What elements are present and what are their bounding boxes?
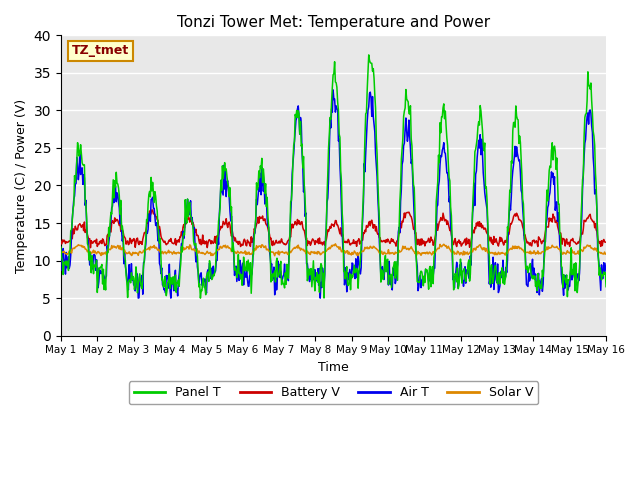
Y-axis label: Temperature (C) / Power (V): Temperature (C) / Power (V)	[15, 98, 28, 273]
X-axis label: Time: Time	[318, 361, 349, 374]
Legend: Panel T, Battery V, Air T, Solar V: Panel T, Battery V, Air T, Solar V	[129, 382, 538, 405]
Text: TZ_tmet: TZ_tmet	[72, 44, 129, 57]
Title: Tonzi Tower Met: Temperature and Power: Tonzi Tower Met: Temperature and Power	[177, 15, 490, 30]
